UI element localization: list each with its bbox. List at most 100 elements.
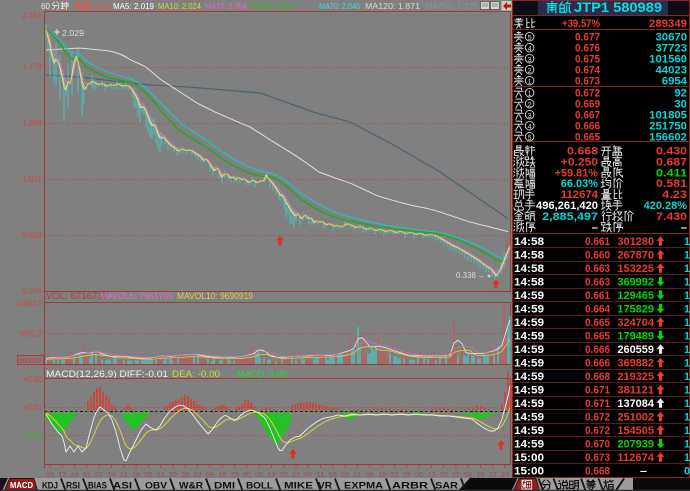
svg-text:20: 20 [440,472,448,479]
svg-text:6954: 6954 [662,76,688,88]
svg-text:112674: 112674 [617,452,654,464]
svg-text:0.661: 0.661 [585,236,610,248]
svg-text:251002: 251002 [617,412,654,424]
svg-text:381121: 381121 [617,385,654,397]
svg-text:MA17: 2.054: MA17: 2.054 [205,1,247,11]
svg-text:0.665: 0.665 [585,317,610,329]
svg-text:10: 10 [477,472,485,479]
svg-text:14:58: 14:58 [514,277,544,289]
svg-text:–: – [681,222,687,234]
svg-text:44023: 44023 [656,65,688,77]
svg-text:–: – [592,222,598,234]
svg-text:4: 4 [528,122,532,131]
svg-text:0.629: 0.629 [22,231,43,240]
svg-text:1: 1 [684,277,690,289]
svg-text:251750: 251750 [649,121,687,133]
svg-text:01: 01 [354,472,362,479]
svg-text:17: 17 [58,472,66,479]
svg-text:ARBR: ARBR [392,481,429,491]
svg-text:14:58: 14:58 [514,236,544,248]
svg-text:4.23: 4.23 [662,189,687,201]
svg-text:4: 4 [528,44,532,53]
svg-text:0.676: 0.676 [575,43,600,55]
svg-text:DEA: -0.00: DEA: -0.00 [172,369,220,379]
svg-text:3: 3 [528,111,532,120]
svg-text:0.668: 0.668 [585,371,610,383]
svg-text:14:58: 14:58 [514,250,544,262]
svg-text:2: 2 [528,100,532,109]
svg-text:MACD: MACD [10,480,33,490]
svg-text:+0.250: +0.250 [561,156,598,168]
svg-text:0.666: 0.666 [585,344,610,356]
svg-text:→: → [477,271,485,280]
svg-text:26: 26 [181,472,189,479]
svg-text:15: 15 [378,472,386,479]
svg-text:15662.5: 15662.5 [16,299,42,308]
svg-text:7.430: 7.430 [656,211,687,223]
svg-text:0.430: 0.430 [656,146,687,158]
svg-text:ASI: ASI [113,481,132,491]
svg-text:0.665: 0.665 [585,331,610,343]
svg-text:16: 16 [218,472,226,479]
svg-text:14:59: 14:59 [514,371,544,383]
svg-text:-0.01: -0.01 [23,431,43,440]
svg-text:420.28%: 420.28% [644,200,688,212]
svg-text:04: 04 [304,472,312,479]
svg-text:5: 5 [528,133,532,142]
svg-text:207939: 207939 [617,439,654,451]
svg-text:MAVOL10: 9690919: MAVOL10: 9690919 [177,291,253,301]
svg-text:1.011: 1.011 [22,175,43,184]
svg-text:30: 30 [243,472,251,479]
svg-text:0.663: 0.663 [585,277,610,289]
svg-text:25: 25 [341,472,349,479]
svg-text:27: 27 [452,472,460,479]
svg-text:2.161: 2.161 [22,11,43,20]
svg-text:VR: VR [318,481,333,491]
svg-text:0.672: 0.672 [585,425,610,437]
svg-text:0.669: 0.669 [575,99,600,111]
svg-text:0.663: 0.663 [585,263,610,275]
svg-text:1.394: 1.394 [22,119,43,128]
svg-text:0.660: 0.660 [585,250,610,262]
svg-text:0.672: 0.672 [585,412,610,424]
svg-text:14:59: 14:59 [514,425,544,437]
svg-text:JTP1 580989: JTP1 580989 [574,0,662,15]
svg-text:DMI: DMI [214,481,235,491]
svg-text:92: 92 [674,88,687,100]
svg-text:2: 2 [528,66,532,75]
svg-text:1: 1 [684,236,690,248]
svg-text:31: 31 [83,472,91,479]
svg-text:0.338: 0.338 [456,271,477,280]
svg-text:BOLL: BOLL [246,481,274,491]
svg-text:156602: 156602 [649,132,687,144]
svg-text:37723: 37723 [656,43,688,55]
svg-text:129465: 129465 [617,290,654,302]
svg-text:14:59: 14:59 [514,290,544,302]
svg-text:1.778: 1.778 [22,63,43,72]
svg-text:MIKE: MIKE [284,481,313,491]
svg-text:101805: 101805 [649,110,687,122]
svg-text:06: 06 [255,472,263,479]
svg-text:1: 1 [684,263,690,275]
svg-text:MA70: 2.046: MA70: 2.046 [319,1,360,11]
svg-text:13: 13 [267,472,275,479]
svg-text:0.667: 0.667 [575,110,600,122]
svg-text:13: 13 [427,472,435,479]
svg-text:MACD(12,26,9) DIFF:-0.01: MACD(12,26,9) DIFF:-0.01 [46,369,168,379]
svg-text:154505: 154505 [617,425,654,437]
svg-text:0.673: 0.673 [575,76,600,88]
svg-text:EXPMA: EXPMA [344,481,384,491]
svg-text:15:00: 15:00 [514,452,544,464]
svg-text:28: 28 [132,472,140,479]
svg-text:+59.81%: +59.81% [555,167,599,179]
svg-text:09: 09 [206,472,214,479]
svg-text:10: 10 [46,472,54,479]
svg-text:MA120: 1.871: MA120: 1.871 [365,1,420,11]
svg-text:14:59: 14:59 [514,331,544,343]
svg-text:0.668: 0.668 [585,466,610,478]
svg-text:24: 24 [71,472,79,479]
svg-text:SAR: SAR [435,481,459,491]
svg-text:0: 0 [684,466,690,478]
svg-text:14:59: 14:59 [514,358,544,370]
svg-text:3: 3 [528,55,532,64]
